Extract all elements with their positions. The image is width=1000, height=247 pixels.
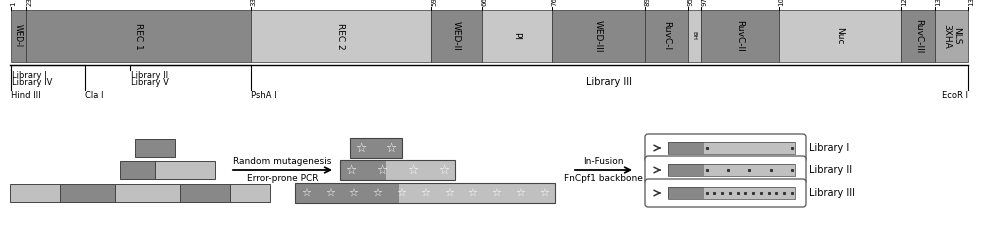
Bar (482, 10, 552, 62)
Bar (11, 10, 26, 62)
Text: 1300: 1300 (935, 0, 941, 6)
Text: NLS
3XHA: NLS 3XHA (942, 24, 961, 48)
Text: ☆: ☆ (515, 188, 525, 198)
Bar (668, 142, 704, 154)
Text: Library III: Library III (809, 188, 855, 198)
Text: ☆: ☆ (385, 142, 397, 155)
Text: 952: 952 (688, 0, 694, 6)
Bar (668, 164, 795, 176)
Bar (552, 10, 645, 62)
Text: RuvC-III: RuvC-III (914, 19, 923, 53)
FancyBboxPatch shape (645, 134, 806, 162)
Bar (901, 10, 935, 62)
Text: ☆: ☆ (372, 188, 382, 198)
Text: Hind III: Hind III (11, 91, 40, 100)
Text: ☆: ☆ (468, 188, 478, 198)
Text: ☆: ☆ (444, 188, 454, 198)
Bar (688, 10, 701, 62)
Text: 761: 761 (552, 0, 558, 6)
Bar (668, 187, 704, 199)
Text: 971: 971 (701, 0, 707, 6)
Text: 1080: 1080 (779, 0, 785, 6)
Bar (340, 160, 455, 180)
Text: 892: 892 (645, 0, 651, 6)
Text: ☆: ☆ (491, 188, 501, 198)
Text: 1252: 1252 (901, 0, 907, 6)
Text: ☆: ☆ (349, 188, 359, 198)
Text: PI: PI (512, 32, 521, 40)
Text: ☆: ☆ (376, 164, 388, 177)
Bar (704, 164, 795, 176)
Text: ☆: ☆ (407, 164, 419, 177)
Text: Library I: Library I (809, 143, 849, 153)
Bar (668, 164, 704, 176)
Text: REC 2: REC 2 (336, 23, 345, 49)
Text: RuvC-II: RuvC-II (735, 20, 744, 52)
Text: ☆: ☆ (345, 164, 357, 177)
Bar (10, 184, 60, 202)
Text: ☆: ☆ (325, 188, 335, 198)
Text: Cla I: Cla I (85, 91, 103, 100)
Text: BH: BH (692, 32, 697, 41)
Text: REC 1: REC 1 (134, 23, 143, 49)
Bar (431, 10, 482, 62)
Bar (704, 142, 795, 154)
Bar (704, 187, 795, 199)
Text: EcoR I: EcoR I (942, 91, 968, 100)
Text: ☆: ☆ (301, 188, 311, 198)
Bar (340, 160, 386, 180)
Bar (386, 160, 455, 180)
Text: Library III: Library III (586, 77, 632, 87)
Text: ☆: ☆ (355, 142, 367, 155)
Text: WED-I: WED-I (14, 24, 23, 48)
Text: 663: 663 (482, 0, 488, 6)
Bar (295, 183, 399, 203)
Text: ☆: ☆ (539, 188, 549, 198)
Text: 592: 592 (431, 0, 437, 6)
Bar (135, 139, 175, 157)
Text: Error-prone PCR: Error-prone PCR (247, 174, 318, 183)
Text: RuvC-I: RuvC-I (662, 21, 671, 51)
Text: WED-III: WED-III (594, 20, 603, 52)
Text: PshA I: PshA I (251, 91, 276, 100)
Bar (115, 184, 180, 202)
Text: ☆: ☆ (420, 188, 430, 198)
Bar (251, 10, 431, 62)
Bar (180, 184, 230, 202)
Text: Library I: Library I (12, 71, 46, 80)
Bar (645, 10, 688, 62)
Text: 1: 1 (11, 1, 17, 6)
Text: Nuc: Nuc (835, 27, 844, 45)
FancyBboxPatch shape (645, 179, 806, 207)
FancyBboxPatch shape (645, 156, 806, 184)
Text: WED-II: WED-II (452, 21, 461, 51)
Text: Library II: Library II (131, 71, 168, 80)
Text: ☆: ☆ (396, 188, 406, 198)
Text: 1346: 1346 (968, 0, 974, 6)
Bar (155, 161, 215, 179)
Bar (779, 10, 901, 62)
Bar (668, 142, 795, 154)
Text: 23: 23 (26, 0, 32, 6)
Bar (295, 183, 555, 203)
Bar (350, 138, 402, 158)
Bar (230, 184, 270, 202)
Text: Random mutagenesis: Random mutagenesis (233, 157, 332, 166)
Bar (60, 184, 115, 202)
Bar (701, 10, 779, 62)
Bar (668, 187, 795, 199)
Bar (399, 183, 555, 203)
Text: Library V: Library V (131, 78, 168, 87)
Text: Library II: Library II (809, 165, 852, 175)
Text: 338: 338 (251, 0, 257, 6)
Text: FnCpf1 backbone: FnCpf1 backbone (564, 174, 643, 183)
Text: Library IV: Library IV (12, 78, 52, 87)
Text: In-Fusion: In-Fusion (583, 157, 624, 166)
Bar (120, 161, 155, 179)
Bar (935, 10, 968, 62)
Bar (26, 10, 251, 62)
Text: ☆: ☆ (438, 164, 450, 177)
